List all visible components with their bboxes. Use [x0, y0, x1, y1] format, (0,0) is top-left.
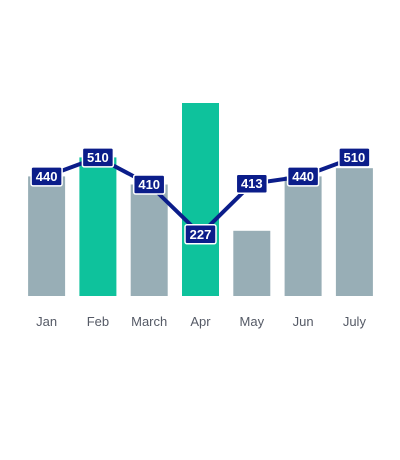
- data-label-value: 227: [190, 227, 212, 242]
- data-label-box: [132, 174, 166, 195]
- data-label-may: 413: [235, 173, 269, 194]
- bar-july: [335, 168, 373, 296]
- x-tick-label-july: July: [343, 314, 367, 329]
- x-tick-label-jun: Jun: [293, 314, 314, 329]
- x-axis-ticks: Jan Feb March Apr May Jun July: [36, 314, 366, 329]
- data-label-box: [184, 224, 217, 245]
- x-tick-label-apr: Apr: [190, 314, 211, 329]
- data-label-july: 510: [338, 147, 371, 168]
- bar-apr: [182, 103, 219, 296]
- data-label-value: 440: [292, 169, 314, 184]
- bar-march: [130, 184, 168, 296]
- data-label-group: 440 510 410 227 413 440 510: [30, 147, 371, 245]
- x-tick-label-feb: Feb: [87, 314, 109, 329]
- bar-jun: [284, 176, 322, 296]
- bar-group: [28, 103, 373, 296]
- data-label-value: 510: [344, 150, 366, 165]
- data-label-box: [235, 173, 269, 194]
- data-label-feb: 510: [81, 147, 115, 168]
- x-tick-label-jan: Jan: [36, 314, 57, 329]
- data-label-value: 410: [138, 177, 160, 192]
- x-tick-label-may: May: [240, 314, 265, 329]
- bar-may: [233, 230, 271, 296]
- data-label-box: [338, 147, 371, 168]
- x-tick-label-march: March: [131, 314, 167, 329]
- bar-jan: [28, 176, 66, 296]
- data-label-jun: 440: [286, 166, 320, 187]
- data-label-value: 510: [87, 150, 109, 165]
- bar-feb: [79, 157, 117, 296]
- data-label-value: 440: [36, 169, 58, 184]
- data-label-jan: 440: [30, 166, 63, 187]
- data-label-march: 410: [132, 174, 166, 195]
- data-label-value: 413: [241, 176, 263, 191]
- data-label-box: [81, 147, 115, 168]
- data-label-box: [30, 166, 63, 187]
- data-label-box: [286, 166, 320, 187]
- data-label-apr: 227: [184, 224, 217, 245]
